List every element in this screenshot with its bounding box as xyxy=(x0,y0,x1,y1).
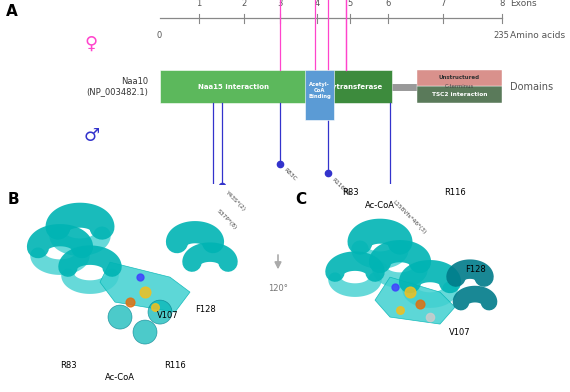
Circle shape xyxy=(133,320,157,344)
Circle shape xyxy=(148,300,172,324)
Bar xyxy=(307,70,393,103)
Point xyxy=(425,314,434,320)
Text: ♀: ♀ xyxy=(84,35,98,53)
Text: Exons: Exons xyxy=(510,0,537,8)
Bar xyxy=(160,70,307,103)
Text: C: C xyxy=(295,192,306,207)
Text: ♂: ♂ xyxy=(83,127,99,145)
Text: V107: V107 xyxy=(157,311,179,320)
Text: Amino acids: Amino acids xyxy=(510,31,565,40)
Bar xyxy=(417,70,502,86)
Text: 235: 235 xyxy=(494,31,510,40)
Text: Y43S*(2): Y43S*(2) xyxy=(225,190,246,212)
Point xyxy=(390,284,400,290)
Text: R116: R116 xyxy=(164,361,186,370)
Text: Unstructured: Unstructured xyxy=(439,76,480,80)
Text: 4: 4 xyxy=(314,0,319,8)
Text: TSC2 interaction: TSC2 interaction xyxy=(431,92,487,97)
Text: Ac-CoA: Ac-CoA xyxy=(365,201,395,210)
Text: R83: R83 xyxy=(341,188,359,197)
Point xyxy=(125,299,135,305)
Text: 5: 5 xyxy=(348,0,353,8)
Text: 6: 6 xyxy=(385,0,391,8)
Text: R83: R83 xyxy=(60,361,76,370)
Polygon shape xyxy=(100,262,190,312)
Text: 3: 3 xyxy=(278,0,283,8)
Text: C-terminus: C-terminus xyxy=(445,84,474,89)
Text: Naa15 interaction: Naa15 interaction xyxy=(198,83,268,90)
Point xyxy=(405,289,414,295)
Circle shape xyxy=(108,305,132,329)
Text: Acetytransferase: Acetytransferase xyxy=(315,83,384,90)
Polygon shape xyxy=(375,277,455,324)
Bar xyxy=(417,86,502,103)
Text: B: B xyxy=(8,192,19,207)
Text: R116: R116 xyxy=(444,188,466,197)
Text: Naa10
(NP_003482.1): Naa10 (NP_003482.1) xyxy=(86,77,148,96)
Text: V107: V107 xyxy=(449,328,471,337)
Text: 8: 8 xyxy=(499,0,504,8)
Text: F128: F128 xyxy=(465,265,486,274)
Text: A: A xyxy=(6,4,18,19)
Point xyxy=(150,304,160,310)
Point xyxy=(416,301,425,307)
Bar xyxy=(305,70,334,120)
Text: 1: 1 xyxy=(196,0,202,8)
Text: 120°: 120° xyxy=(268,284,288,293)
Text: Acetyl-
CoA
Binding: Acetyl- CoA Binding xyxy=(308,82,331,98)
Point xyxy=(136,274,145,280)
Text: R83C: R83C xyxy=(283,168,298,182)
Text: 7: 7 xyxy=(441,0,446,8)
Point xyxy=(140,289,149,295)
Point xyxy=(396,307,405,313)
Text: Ac-CoA: Ac-CoA xyxy=(105,373,135,382)
Text: F128: F128 xyxy=(194,305,215,314)
Text: 2: 2 xyxy=(241,0,247,8)
Text: L158Vfs*46*(3): L158Vfs*46*(3) xyxy=(392,199,428,234)
Text: Domains: Domains xyxy=(510,82,553,92)
Text: S37P*(8): S37P*(8) xyxy=(215,208,238,230)
Text: 0: 0 xyxy=(157,31,162,40)
Text: R116W*: R116W* xyxy=(331,177,351,197)
